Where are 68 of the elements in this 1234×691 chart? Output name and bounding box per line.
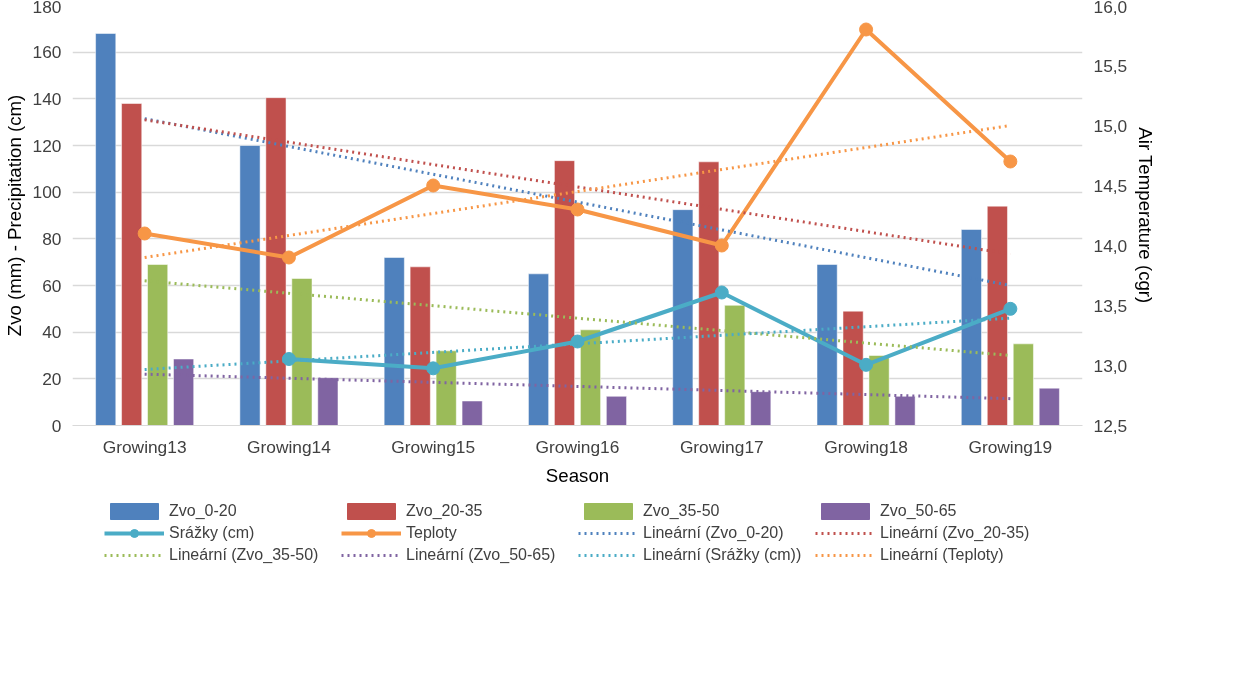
x-tick-label: Growing18 <box>824 436 908 457</box>
y-axis-title: Zvo (mm) - Precipitation (cm) <box>3 94 25 337</box>
bar <box>383 257 405 426</box>
y-tick-label: 160 <box>32 42 62 63</box>
y-tick-label: 80 <box>42 228 62 249</box>
point <box>570 334 585 349</box>
bar <box>606 396 627 426</box>
point <box>281 352 296 366</box>
x-tick-label: Growing16 <box>535 436 620 457</box>
y2-axis-title: Air Temperature (cgr) <box>1135 127 1157 304</box>
bar <box>816 264 838 426</box>
point <box>714 238 729 253</box>
legend-label: Teploty <box>406 523 458 543</box>
bar <box>461 400 483 426</box>
y-tick-label: 40 <box>42 322 62 343</box>
point <box>859 22 874 37</box>
x-axis-title: Season <box>545 464 610 486</box>
bar <box>842 310 864 426</box>
y-tick-label: 180 <box>32 0 62 17</box>
legend-label: Lineární (Teploty) <box>880 545 1005 565</box>
legend-label: Zvo_35-50 <box>643 501 721 521</box>
bar <box>121 103 143 426</box>
bar <box>95 33 117 426</box>
bar <box>239 145 261 426</box>
bar <box>528 273 549 426</box>
y-tick-label: 100 <box>32 182 62 203</box>
x-tick-label: Growing17 <box>679 436 764 457</box>
y-tick-label: 120 <box>32 135 62 156</box>
y-tick-label: 60 <box>42 275 62 296</box>
bar <box>1038 387 1060 426</box>
y2-tick-label: 15,0 <box>1093 115 1128 136</box>
legend-label: Srážky (cm) <box>169 523 256 543</box>
legend-label: Lineární (Zvo_20-35) <box>880 523 1031 543</box>
legend-label: Lineární (Srážky (cm)) <box>643 545 803 565</box>
point <box>281 250 296 265</box>
bar <box>409 266 431 426</box>
y-tick-label: 20 <box>42 368 62 389</box>
x-tick-label: Growing19 <box>968 436 1053 457</box>
y2-tick-label: 13,0 <box>1093 355 1128 376</box>
y-tick-label: 0 <box>51 415 62 436</box>
point <box>859 357 874 372</box>
legend-label: Lineární (Zvo_0-20) <box>643 523 785 543</box>
point <box>570 202 585 217</box>
bar <box>580 329 601 426</box>
x-tick-label: Growing13 <box>102 436 187 457</box>
y-tick-label: 140 <box>32 88 62 109</box>
point <box>714 285 729 300</box>
y2-tick-label: 15,5 <box>1093 55 1128 76</box>
y2-tick-label: 12,5 <box>1093 415 1128 436</box>
y2-tick-label: 16,0 <box>1093 0 1128 17</box>
x-tick-label: Growing15 <box>391 436 476 457</box>
point <box>426 178 441 193</box>
legend-label: Zvo_0-20 <box>169 501 238 521</box>
point <box>137 226 152 241</box>
legend-label: Lineární (Zvo_50-65) <box>406 545 557 565</box>
y2-tick-label: 14,5 <box>1093 175 1128 196</box>
x-tick-label: Growing14 <box>247 436 332 457</box>
y2-tick-label: 14,0 <box>1093 235 1128 256</box>
bar <box>435 350 457 426</box>
point <box>1003 154 1018 169</box>
point <box>426 361 441 376</box>
bar <box>868 355 890 426</box>
legend-label: Lineární (Zvo_35-50) <box>169 545 320 565</box>
point <box>1003 301 1018 316</box>
bar <box>1012 343 1034 426</box>
y2-tick-label: 13,5 <box>1093 295 1128 316</box>
legend-label: Zvo_20-35 <box>406 501 484 521</box>
legend-label: Zvo_50-65 <box>880 501 958 521</box>
